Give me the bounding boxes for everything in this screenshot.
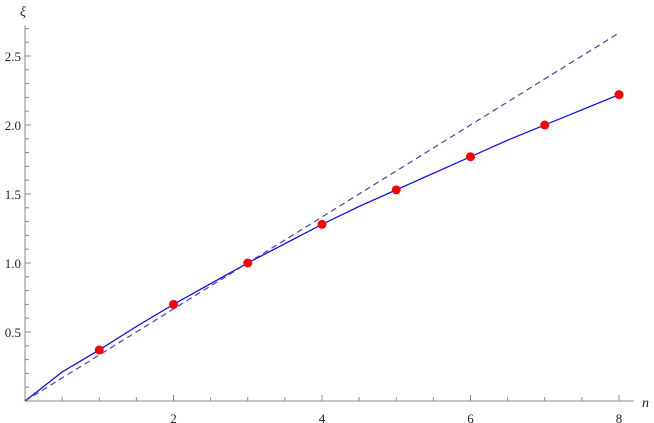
x-tick-label: 2 — [170, 411, 177, 423]
x-tick-label: 6 — [467, 411, 474, 423]
data-point — [466, 152, 475, 162]
x-tick-label: 8 — [616, 411, 623, 423]
y-tick-label: 1.0 — [5, 256, 21, 271]
data-point — [243, 258, 253, 268]
y-tick-label: 2.0 — [5, 118, 21, 133]
data-point — [169, 299, 178, 309]
fit-curve — [24, 94, 620, 402]
axes: 2 4 6 8 0.5 1.0 1.5 2.0 2.5 — [5, 25, 634, 423]
series-layer — [24, 32, 624, 402]
y-tick-label: 0.5 — [5, 325, 21, 340]
data-point — [614, 90, 624, 100]
y-axis-label: ξ — [20, 5, 26, 20]
data-point — [94, 345, 104, 355]
x-tick-label: 4 — [319, 411, 326, 423]
dashed-line — [24, 32, 620, 402]
data-point — [317, 219, 327, 229]
data-point — [540, 120, 550, 130]
y-tick-label: 1.5 — [5, 187, 21, 202]
x-axis-label: n — [642, 396, 649, 411]
y-tick-label: 2.5 — [5, 49, 21, 64]
data-point — [391, 185, 401, 195]
